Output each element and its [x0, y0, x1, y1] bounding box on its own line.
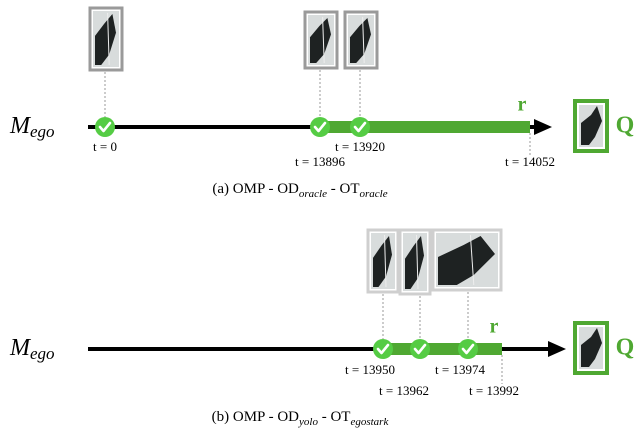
axis-label-sub: ego: [30, 344, 55, 363]
timeline-arrow: [548, 341, 566, 357]
result-label: r: [518, 94, 527, 116]
caption-prefix: (a) OMP - OD: [212, 181, 299, 197]
time-label: t = 13974: [435, 362, 485, 377]
check-circle: [458, 339, 478, 359]
time-label: t = 14052: [505, 154, 555, 169]
query-label: Q: [616, 113, 635, 139]
check-circle: [95, 117, 115, 137]
thumbnail: [400, 230, 430, 294]
time-label: t = 0: [93, 139, 117, 154]
result-bar: [383, 343, 502, 355]
query-label: Q: [616, 335, 635, 361]
timeline-arrow: [534, 119, 552, 135]
check-circle: [310, 117, 330, 137]
caption: (a) OMP - ODoracle - OToracle: [212, 181, 387, 199]
caption-sub: oracle: [299, 188, 327, 200]
caption-middle: - OT: [318, 409, 351, 425]
thumbnail: [345, 12, 377, 68]
caption: (b) OMP - ODyolo - OTegostark: [212, 409, 390, 427]
caption-sub: yolo: [298, 416, 318, 428]
time-label: t = 13896: [295, 154, 345, 169]
time-label: t = 13962: [379, 383, 429, 398]
thumbnail: [433, 230, 501, 290]
check-circle: [373, 339, 393, 359]
time-label: t = 13920: [335, 139, 385, 154]
thumbnail: [305, 12, 337, 68]
caption-prefix: (b) OMP - OD: [212, 409, 300, 425]
axis-label-main: M: [9, 113, 32, 139]
axis-label-main: M: [9, 335, 32, 361]
check-circle: [350, 117, 370, 137]
result-label: r: [490, 316, 499, 338]
caption-middle: - OT: [327, 181, 360, 197]
axis-label: Mego: [9, 113, 55, 141]
check-circle: [410, 339, 430, 359]
thumbnail: [90, 8, 122, 70]
diagram: Mego t = 0 t = 13896t = 13920 t = 14052 r Q (a…: [0, 0, 642, 436]
thumbnail: [368, 230, 398, 292]
caption-sub: egostark: [350, 416, 389, 428]
axis-label: Mego: [9, 335, 55, 363]
axis-label-sub: ego: [30, 122, 55, 141]
time-label: t = 13950: [345, 362, 395, 377]
time-label: t = 13992: [469, 383, 519, 398]
caption-sub: oracle: [360, 188, 388, 200]
